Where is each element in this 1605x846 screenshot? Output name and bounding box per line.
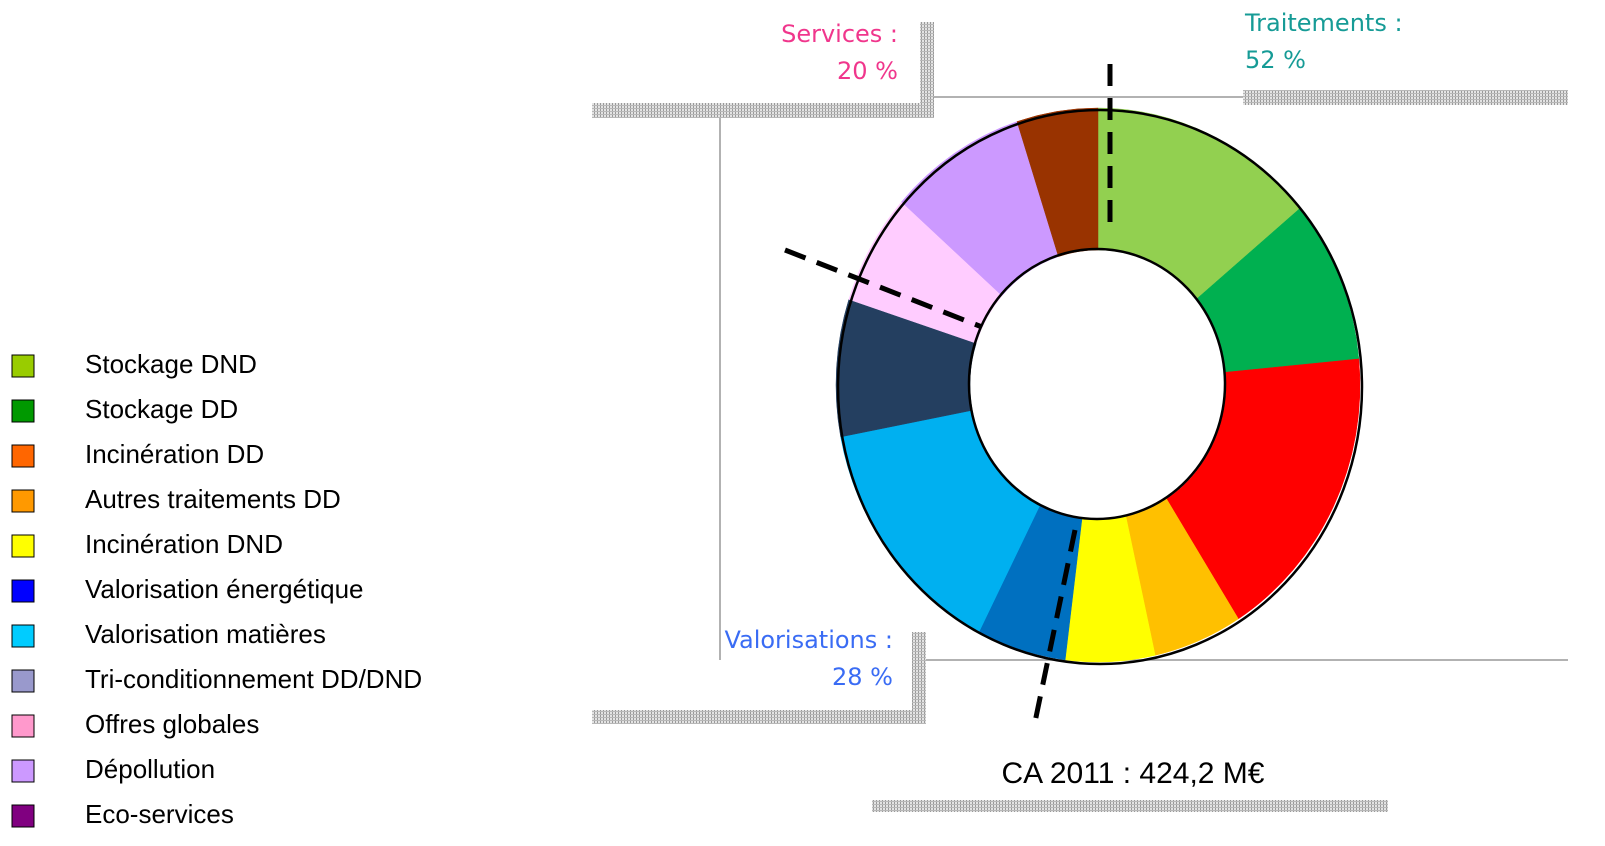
legend-label: Incinération DD — [85, 439, 264, 469]
inner-edge — [967, 247, 1227, 521]
legend-swatch — [11, 534, 35, 558]
legend-label: Tri-conditionnement DD/DND — [85, 664, 422, 694]
legend-label: Dépollution — [85, 754, 215, 784]
annotation-text: Traitements : — [1244, 9, 1403, 37]
legend-label: Eco-services — [85, 799, 234, 829]
legend-label: Valorisation matières — [85, 619, 326, 649]
legend-swatch — [11, 444, 35, 468]
donut — [835, 107, 1364, 666]
legend-label: Stockage DND — [85, 349, 257, 379]
caption: CA 2011 : 424,2 M€ — [1002, 757, 1265, 790]
annotation-text: Valorisations : — [724, 626, 893, 654]
legend-swatch — [11, 399, 35, 423]
annotation-text: 20 % — [837, 57, 898, 85]
legend-swatch — [11, 354, 35, 378]
legend-swatch — [11, 579, 35, 603]
annotation-text: 28 % — [832, 663, 893, 691]
legend-swatch — [11, 759, 35, 783]
annotation-text: Services : — [781, 20, 898, 48]
label-brackets — [592, 22, 1568, 812]
legend-label: Incinération DND — [85, 529, 283, 559]
legend-label: Offres globales — [85, 709, 259, 739]
legend-swatch — [11, 624, 35, 648]
annotations: Services : 20 % Traitements : 52 % Valorisat… — [724, 9, 1402, 691]
legend-swatch — [11, 669, 35, 693]
legend: Stockage DND Stockage DD Incinération DD Au… — [11, 349, 422, 829]
legend-label: Autres traitements DD — [85, 484, 341, 514]
group-dividers — [784, 64, 1113, 723]
legend-swatch — [11, 804, 35, 828]
legend-swatch — [11, 489, 35, 513]
annotation-text: 52 % — [1245, 46, 1306, 74]
legend-label: Stockage DD — [85, 394, 238, 424]
outer-edge — [836, 108, 1364, 666]
legend-swatch — [11, 714, 35, 738]
legend-label: Valorisation énergétique — [85, 574, 363, 604]
